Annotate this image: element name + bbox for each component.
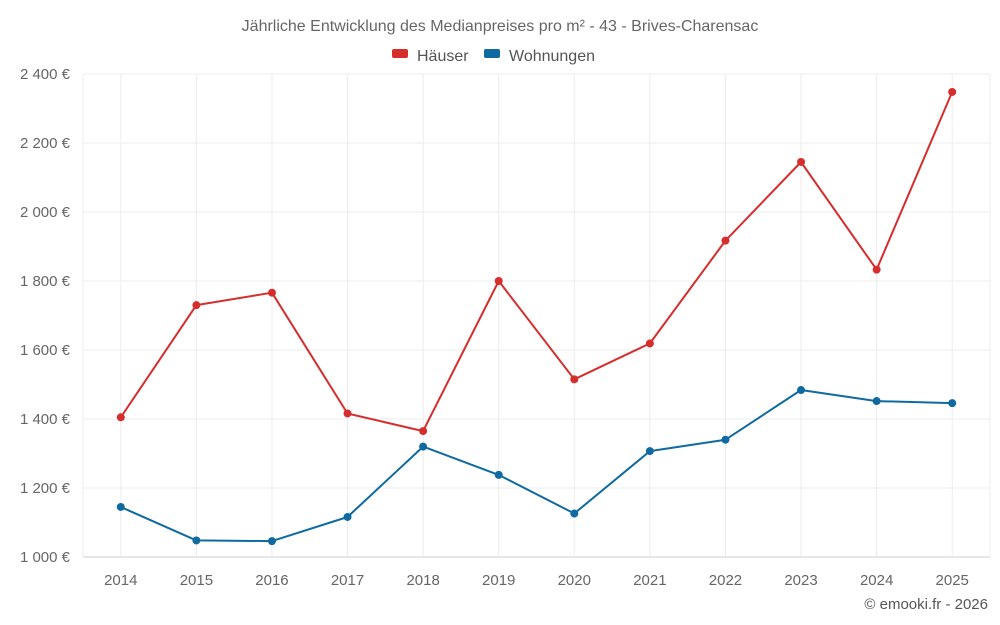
data-point-haeuser-2023[interactable] <box>797 157 806 166</box>
data-point-wohnungen-2015[interactable] <box>192 536 201 545</box>
y-tick-label-1000: 1 000 € <box>20 549 71 566</box>
x-tick-label-2017: 2017 <box>331 572 364 589</box>
y-tick-label-1600: 1 600 € <box>20 342 71 359</box>
legend-swatch-wohnungen <box>484 49 500 58</box>
legend-label-wohnungen: Wohnungen <box>509 48 595 65</box>
data-point-haeuser-2017[interactable] <box>343 409 352 418</box>
chart-title: Jährliche Entwicklung des Medianpreises … <box>242 18 759 35</box>
credit-text: © emooki.fr - 2026 <box>864 596 988 613</box>
data-point-wohnungen-2018[interactable] <box>419 442 428 451</box>
x-axis-ticks: 2014 2015 2016 2017 2018 2019 2020 2021 2022 2023… <box>104 572 969 589</box>
x-tick-label-2019: 2019 <box>482 572 515 589</box>
data-point-wohnungen-2017[interactable] <box>343 512 352 521</box>
series-line-haeuser <box>119 91 954 433</box>
data-point-haeuser-2019[interactable] <box>494 277 503 285</box>
series <box>116 87 957 546</box>
data-point-wohnungen-2025[interactable] <box>948 399 957 408</box>
x-tick-label-2024: 2024 <box>860 572 893 589</box>
data-point-wohnungen-2021[interactable] <box>645 447 654 456</box>
x-tick-label-2018: 2018 <box>406 572 439 589</box>
grid <box>82 73 991 558</box>
y-tick-label-1400: 1 400 € <box>20 411 71 428</box>
legend: Häuser Wohnungen <box>392 48 595 65</box>
legend-label-haeuser: Häuser <box>417 48 469 65</box>
legend-item-wohnungen[interactable]: Wohnungen <box>484 48 595 65</box>
data-point-haeuser-2015[interactable] <box>192 301 201 310</box>
series-line-wohnungen <box>120 389 953 543</box>
data-point-wohnungen-2014[interactable] <box>116 502 125 511</box>
x-tick-label-2022: 2022 <box>709 572 742 589</box>
y-tick-label-2000: 2 000 € <box>20 204 71 221</box>
data-point-wohnungen-2019[interactable] <box>494 470 503 479</box>
data-point-wohnungen-2020[interactable] <box>570 509 579 518</box>
data-point-haeuser-2025[interactable] <box>948 87 957 96</box>
data-point-haeuser-2022[interactable] <box>721 236 730 245</box>
x-tick-label-2023: 2023 <box>784 572 817 589</box>
data-point-haeuser-2020[interactable] <box>570 375 579 384</box>
data-point-haeuser-2021[interactable] <box>645 339 654 348</box>
y-tick-label-2200: 2 200 € <box>20 135 71 152</box>
x-tick-label-2014: 2014 <box>104 572 137 589</box>
legend-swatch-haeuser <box>392 49 408 58</box>
data-point-haeuser-2014[interactable] <box>116 413 125 422</box>
x-tick-label-2021: 2021 <box>633 572 666 589</box>
data-point-haeuser-2018[interactable] <box>419 427 428 436</box>
x-tick-label-2025: 2025 <box>936 572 969 589</box>
data-point-wohnungen-2024[interactable] <box>872 397 881 406</box>
y-tick-label-1800: 1 800 € <box>20 273 71 290</box>
x-tick-label-2016: 2016 <box>255 572 288 589</box>
data-point-wohnungen-2016[interactable] <box>267 537 276 546</box>
x-tick-label-2015: 2015 <box>180 572 213 589</box>
y-tick-label-1200: 1 200 € <box>20 480 71 497</box>
data-point-haeuser-2024[interactable] <box>872 265 881 274</box>
legend-item-haeuser[interactable]: Häuser <box>392 48 469 65</box>
x-tick-label-2020: 2020 <box>558 572 591 589</box>
y-axis-ticks: 1 000 € 1 200 € 1 400 € 1 600 € 1 800 € 2 000… <box>20 66 71 566</box>
y-tick-label-2400: 2 400 € <box>20 66 71 83</box>
data-point-haeuser-2016[interactable] <box>267 288 276 297</box>
data-point-wohnungen-2023[interactable] <box>797 386 806 395</box>
data-point-wohnungen-2022[interactable] <box>721 435 730 444</box>
